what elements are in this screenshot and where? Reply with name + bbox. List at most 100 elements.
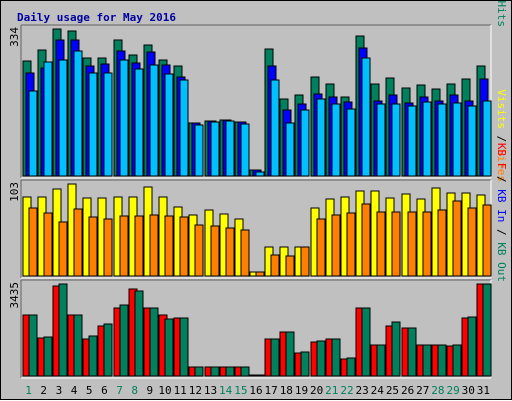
bar-kb-out-day-8 [134,290,144,377]
bar-kb-out-day-9 [149,307,159,377]
bar-pages-day-25 [391,103,401,177]
legend-bottom-part-4: KB Out [495,242,508,282]
x-tick-label-day-11: 11 [174,384,187,397]
bar-sites-day-19 [300,246,310,277]
bar-pages-day-30 [467,105,477,177]
x-tick-label-day-15: 15 [234,384,247,397]
x-tick-label-day-2: 2 [40,384,47,397]
bar-pages-day-4 [73,50,83,177]
bar-kb-out-day-22 [346,357,356,377]
x-tick-label-day-3: 3 [56,384,63,397]
panel-top: 334 Pages / Files / Hits [8,1,508,179]
panel-middle-legend: Visits / Sites [495,89,508,182]
bar-pages-day-5 [88,72,98,177]
panel-top-legend: Pages / Files / Hits [495,1,508,27]
panel-middle-max-label: 103 [8,182,21,202]
legend-middle-part-2: Sites [495,149,508,182]
bar-kb-out-day-11 [179,317,189,377]
bar-sites-day-21 [331,214,341,277]
bar-kb-out-day-7 [119,304,129,377]
bar-sites-day-4 [73,208,83,277]
x-tick-label-day-30: 30 [462,384,475,397]
bar-pages-day-12 [194,124,204,177]
bar-pages-day-7 [119,59,129,177]
x-tick-label-day-5: 5 [86,384,93,397]
bar-pages-day-3 [58,59,68,177]
bar-sites-day-2 [43,212,53,277]
bar-sites-day-5 [88,216,98,277]
bar-sites-day-8 [134,215,144,277]
bar-kb-out-day-27 [422,344,432,377]
bar-sites-day-14 [225,227,235,277]
x-tick-label-day-18: 18 [280,384,293,397]
bar-sites-day-15 [240,229,250,277]
bar-pages-day-19 [300,109,310,177]
bar-kb-out-day-5 [88,335,98,377]
bar-pages-day-17 [270,79,280,177]
bar-sites-day-6 [103,218,113,277]
bar-kb-out-day-28 [437,344,447,377]
bar-pages-day-11 [179,79,189,177]
bar-pages-day-8 [134,68,144,177]
x-tick-label-day-17: 17 [265,384,278,397]
x-tick-label-day-21: 21 [325,384,338,397]
bar-kb-out-day-24 [376,344,386,377]
legend-middle-part-0: Visits [495,89,508,129]
bar-kb-out-day-14 [225,366,235,377]
bar-pages-day-23 [361,57,371,177]
bar-kb-out-day-13 [210,366,220,377]
bar-pages-day-14 [225,120,235,177]
x-tick-label-day-16: 16 [249,384,262,397]
bar-kb-out-day-12 [194,366,204,377]
bar-pages-day-16 [255,171,265,177]
x-tick-label-day-14: 14 [219,384,233,397]
x-tick-label-day-22: 22 [340,384,353,397]
bar-pages-day-9 [149,64,159,177]
bar-pages-day-27 [422,101,432,177]
x-tick-label-day-6: 6 [101,384,108,397]
bar-pages-day-28 [437,103,447,177]
x-tick-label-day-13: 13 [204,384,217,397]
bar-sites-day-16 [255,271,265,277]
bar-sites-day-9 [149,214,159,277]
bar-sites-day-31 [482,204,492,277]
bar-kb-out-day-1 [28,314,38,377]
bar-sites-day-13 [210,225,220,277]
bar-pages-day-10 [164,73,174,177]
bar-kb-out-day-26 [407,327,417,377]
x-tick-label-day-24: 24 [371,384,385,397]
bar-pages-day-15 [240,123,250,177]
bar-pages-day-1 [28,90,38,177]
x-tick-label-day-31: 31 [477,384,490,397]
panel-middle: 103 Visits / Sites [8,89,508,279]
bar-sites-day-10 [164,215,174,277]
bar-sites-day-28 [437,209,447,277]
bar-sites-day-25 [391,211,401,277]
x-tick-label-day-20: 20 [310,384,323,397]
bar-kb-out-day-4 [73,314,83,377]
bar-sites-day-11 [179,216,189,277]
x-tick-label-day-8: 8 [131,384,138,397]
bar-sites-day-23 [361,203,371,277]
bar-sites-day-1 [28,207,38,277]
x-tick-label-day-25: 25 [386,384,399,397]
legend-middle-part-1: / [495,129,508,149]
panel-bottom-max-label: 3435 [8,282,21,309]
bar-pages-day-24 [376,103,386,177]
x-tick-label-day-27: 27 [416,384,429,397]
bar-sites-day-17 [270,254,280,277]
bar-kb-out-day-30 [467,316,477,377]
legend-bottom-part-0: KB F [495,143,508,170]
bar-sites-day-12 [194,224,204,277]
bar-pages-day-31 [482,100,492,177]
bar-sites-day-18 [285,255,295,277]
x-tick-label-day-29: 29 [446,384,459,397]
bar-sites-day-7 [119,215,129,277]
panel-bottom-legend: KB F / KB In / KB Out [495,143,508,282]
bar-kb-out-day-19 [300,351,310,377]
legend-bottom-part-2: KB In [495,189,508,222]
bar-kb-out-day-21 [331,338,341,377]
bar-sites-day-20 [316,218,326,277]
bar-pages-day-13 [210,121,220,177]
